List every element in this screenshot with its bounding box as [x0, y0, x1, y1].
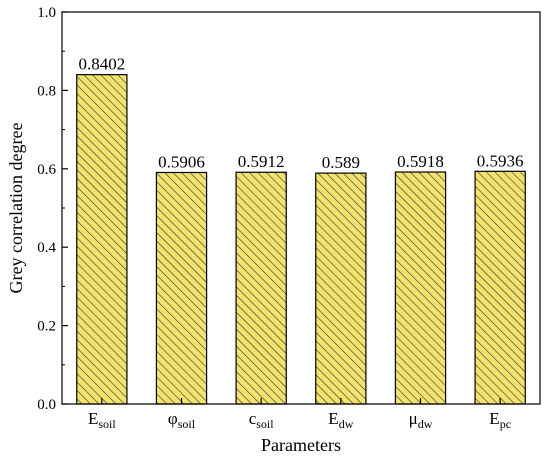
y-tick-label: 0.4 — [37, 240, 56, 256]
x-tick-label: φsoil — [168, 409, 196, 431]
x-tick-label: Edw — [328, 409, 353, 431]
y-axis-title: Grey correlation degree — [6, 123, 26, 294]
y-tick-label: 0.8 — [37, 83, 56, 99]
bar-data-label: 0.5906 — [158, 152, 205, 171]
x-tick-label: Epc — [489, 409, 511, 431]
x-tick-label: csoil — [249, 409, 275, 431]
plot-frame — [61, 11, 541, 405]
bar-data-label: 0.5936 — [477, 151, 524, 170]
y-tick-label: 0.6 — [37, 162, 56, 178]
bar — [155, 171, 208, 405]
bar — [394, 171, 447, 405]
bar-data-label: 0.589 — [322, 153, 360, 172]
x-tick-label: μdw — [409, 409, 433, 431]
bar — [235, 171, 287, 405]
bar — [474, 170, 526, 405]
y-tick-label: 1.0 — [37, 5, 56, 21]
y-tick-label: 0.2 — [37, 319, 56, 335]
bar-data-label: 0.5918 — [397, 152, 444, 171]
x-axis-title: Parameters — [261, 435, 341, 455]
bar — [315, 172, 367, 405]
bar — [76, 74, 128, 405]
x-tick-label: Esoil — [88, 409, 116, 431]
y-tick-label: 0.0 — [37, 397, 56, 413]
bar-data-label: 0.5912 — [238, 152, 285, 171]
bar-data-label: 0.8402 — [78, 55, 125, 74]
